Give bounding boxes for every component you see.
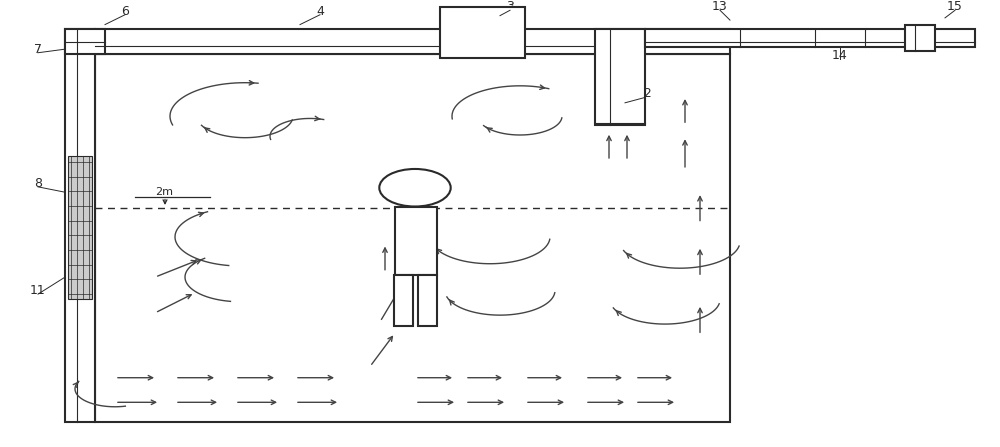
Polygon shape — [395, 207, 437, 275]
Text: 13: 13 — [712, 0, 728, 13]
Polygon shape — [595, 29, 645, 125]
Polygon shape — [65, 29, 95, 422]
Text: 6: 6 — [121, 4, 129, 18]
Text: 7: 7 — [34, 42, 42, 56]
Text: 4: 4 — [316, 4, 324, 18]
Text: 2m: 2m — [155, 187, 173, 197]
Text: 3: 3 — [506, 0, 514, 13]
Text: 15: 15 — [947, 0, 963, 13]
Polygon shape — [440, 7, 525, 58]
Polygon shape — [68, 156, 92, 299]
Text: 12: 12 — [637, 87, 653, 101]
Text: 11: 11 — [30, 284, 46, 297]
Polygon shape — [95, 54, 730, 422]
Polygon shape — [394, 275, 413, 326]
Polygon shape — [905, 25, 935, 51]
Polygon shape — [418, 275, 437, 326]
Text: 8: 8 — [34, 177, 42, 190]
Text: 14: 14 — [832, 49, 848, 63]
Polygon shape — [65, 29, 105, 54]
Polygon shape — [645, 29, 975, 47]
Polygon shape — [95, 29, 730, 54]
